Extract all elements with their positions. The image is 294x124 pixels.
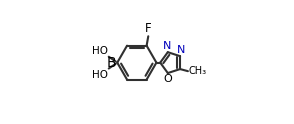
Text: F: F: [145, 22, 152, 35]
Text: N: N: [176, 45, 185, 55]
Text: CH₃: CH₃: [188, 66, 207, 76]
Text: B: B: [106, 56, 116, 70]
Text: O: O: [163, 74, 172, 84]
Text: HO: HO: [92, 46, 108, 56]
Text: HO: HO: [92, 70, 108, 80]
Text: N: N: [163, 41, 171, 51]
